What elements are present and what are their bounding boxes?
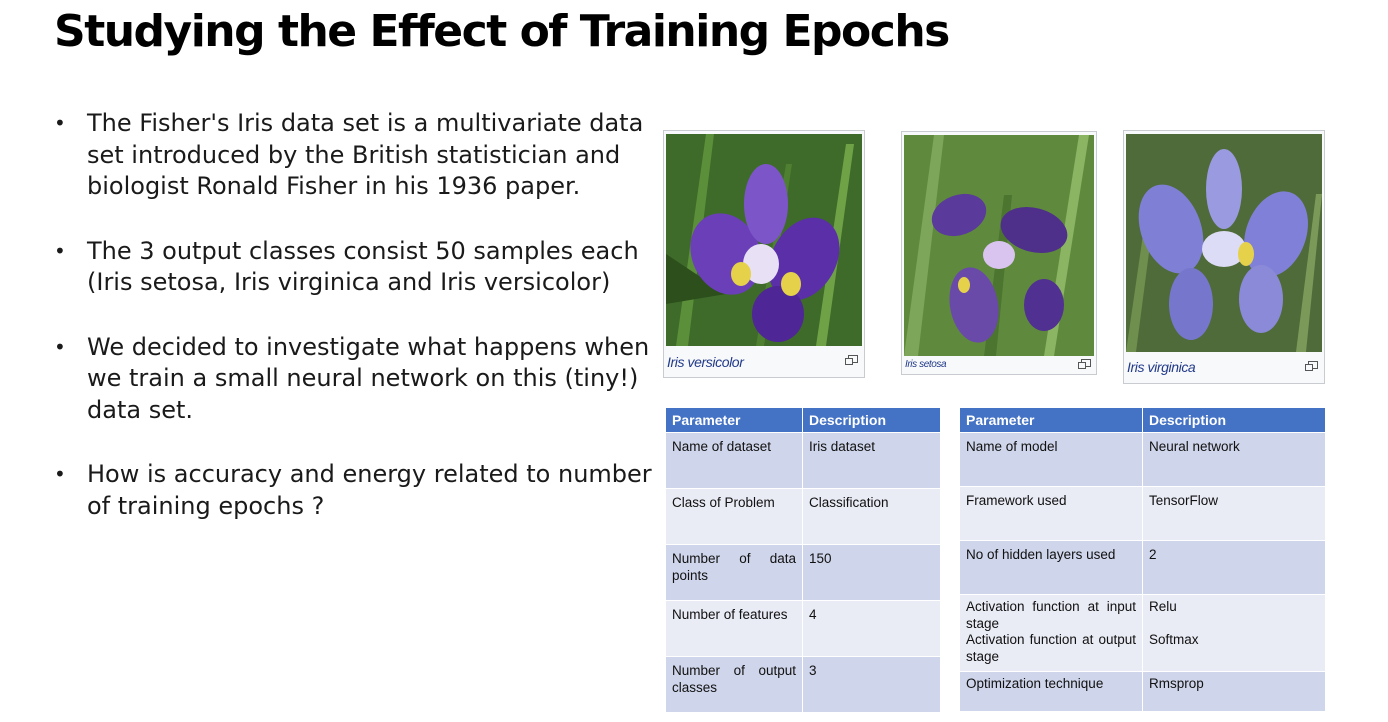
- table-cell: Number of output classes: [665, 656, 803, 713]
- table-row: Framework used TensorFlow: [959, 486, 1326, 541]
- figure-caption: Iris setosa: [905, 359, 947, 370]
- column-header: Description: [802, 407, 941, 433]
- activation-output-label: Activation function at output stage: [966, 632, 1136, 664]
- expand-icon[interactable]: [1305, 361, 1318, 371]
- figure-iris-versicolor: Iris versicolor: [663, 130, 865, 378]
- table-cell: Framework used: [959, 486, 1143, 541]
- bullet-item: How is accuracy and energy related to nu…: [54, 459, 654, 522]
- table-cell: Rmsprop: [1142, 671, 1326, 712]
- table-cell: Activation function at input stage Activ…: [959, 594, 1143, 672]
- table-row: Name of model Neural network: [959, 432, 1326, 487]
- table-cell: 2: [1142, 540, 1326, 595]
- activation-input-value: Relu: [1149, 599, 1177, 614]
- table-cell: No of hidden layers used: [959, 540, 1143, 595]
- iris-versicolor-photo: [666, 134, 862, 346]
- table-header-row: Parameter Description: [665, 407, 941, 433]
- table-row: Name of dataset Iris dataset: [665, 432, 941, 489]
- iris-setosa-photo: [904, 135, 1094, 356]
- slide-title: Studying the Effect of Training Epochs: [54, 6, 950, 57]
- activation-input-label: Activation function at input stage: [966, 599, 1136, 631]
- figure-iris-setosa: Iris setosa: [901, 131, 1097, 375]
- bullet-list: The Fisher's Iris data set is a multivar…: [54, 108, 654, 555]
- figure-caption: Iris versicolor: [667, 354, 744, 370]
- table-cell: 3: [802, 656, 941, 713]
- expand-icon[interactable]: [1078, 359, 1091, 369]
- table-row: Number of features 4: [665, 600, 941, 657]
- table-row: Class of Problem Classification: [665, 488, 941, 545]
- table-row: Optimization technique Rmsprop: [959, 671, 1326, 712]
- expand-icon[interactable]: [845, 355, 858, 365]
- bullet-item: The 3 output classes consist 50 samples …: [54, 236, 654, 299]
- table-row: Number of output classes 3: [665, 656, 941, 713]
- table-cell: Neural network: [1142, 432, 1326, 487]
- activation-output-value: Softmax: [1149, 632, 1199, 647]
- column-header: Parameter: [665, 407, 803, 433]
- table-cell: Number of data points: [665, 544, 803, 601]
- table-cell: Class of Problem: [665, 488, 803, 545]
- table-cell: 150: [802, 544, 941, 601]
- table-row: Number of data points 150: [665, 544, 941, 601]
- column-header: Description: [1142, 407, 1326, 433]
- table-cell: Number of features: [665, 600, 803, 657]
- bullet-item: We decided to investigate what happens w…: [54, 332, 654, 427]
- figure-caption: Iris virginica: [1127, 359, 1196, 375]
- table-header-row: Parameter Description: [959, 407, 1326, 433]
- table-cell: TensorFlow: [1142, 486, 1326, 541]
- figure-iris-virginica: Iris virginica: [1123, 130, 1325, 384]
- table-cell: Relu Softmax: [1142, 594, 1326, 672]
- table-cell: Classification: [802, 488, 941, 545]
- iris-virginica-photo: [1126, 134, 1322, 352]
- table-cell: Optimization technique: [959, 671, 1143, 712]
- table-row: Activation function at input stage Activ…: [959, 594, 1326, 672]
- column-header: Parameter: [959, 407, 1143, 433]
- dataset-table: Parameter Description Name of dataset Ir…: [665, 407, 941, 713]
- table-cell: Name of dataset: [665, 432, 803, 489]
- bullet-item: The Fisher's Iris data set is a multivar…: [54, 108, 654, 203]
- table-cell: Name of model: [959, 432, 1143, 487]
- table-row: No of hidden layers used 2: [959, 540, 1326, 595]
- model-table: Parameter Description Name of model Neur…: [959, 407, 1326, 712]
- table-cell: Iris dataset: [802, 432, 941, 489]
- table-cell: 4: [802, 600, 941, 657]
